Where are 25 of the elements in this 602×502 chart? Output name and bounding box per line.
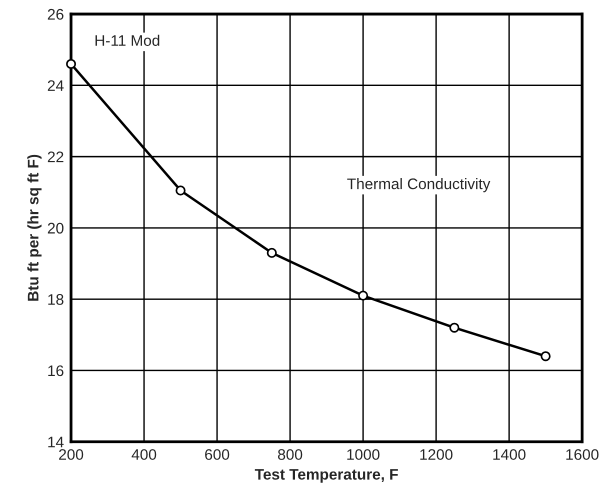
y-tick-label: 20 [48, 222, 64, 234]
annotation: H-11 Mod [96, 34, 160, 46]
annotation: Thermal Conductivity [347, 178, 490, 192]
y-tick-label: 16 [48, 365, 64, 376]
x-tick-label: 1600 [566, 449, 599, 460]
point [266, 248, 277, 258]
x-tick-label: 200 [59, 449, 84, 460]
point [66, 58, 76, 69]
x-tick-label: 1400 [493, 449, 526, 460]
x-tick-label: 1000 [347, 449, 380, 460]
point [176, 185, 186, 196]
y-tick-label: 18 [48, 294, 64, 305]
y-tick-label: 26 [48, 8, 64, 20]
x-axis-title: Test Temperature, F [254, 469, 398, 483]
x-tick-label: 800 [278, 449, 302, 460]
point [449, 322, 460, 333]
x-tick-label: 400 [132, 449, 156, 460]
y-tick-label: 14 [48, 436, 64, 448]
y-axis-title: Btu ft per (hr sq ft F) [27, 154, 42, 301]
x-tick-label: 1200 [420, 449, 453, 460]
point [358, 290, 368, 301]
y-tick-label: 22 [48, 151, 64, 162]
x-tick-label: 600 [205, 449, 230, 460]
y-tick-label: 24 [48, 80, 64, 91]
point [540, 351, 551, 362]
